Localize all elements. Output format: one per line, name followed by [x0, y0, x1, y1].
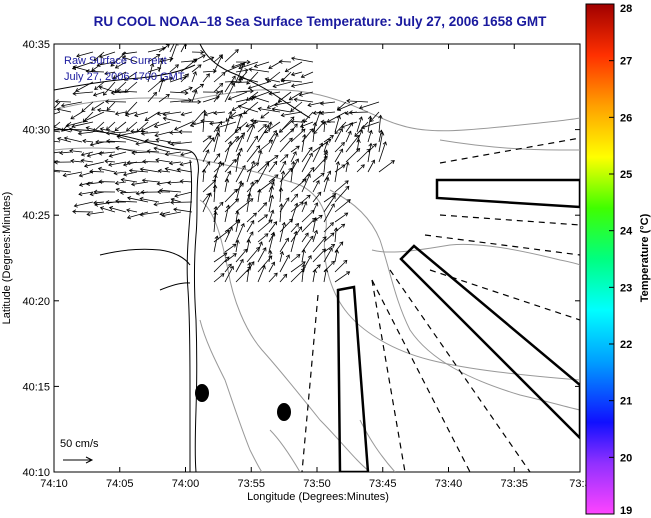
- y-tick-label: 40:20: [22, 296, 50, 308]
- survey-box-south: [336, 285, 370, 472]
- current-legend-date: July 27, 2006 1700 GMT: [64, 71, 185, 83]
- colorbar-tick-label: 22: [620, 339, 632, 351]
- x-tick-label: 73:3: [569, 478, 590, 490]
- survey-box-north: [435, 178, 580, 209]
- colorbar-tick-label: 26: [620, 112, 632, 124]
- y-tick-label: 40:30: [22, 125, 50, 137]
- y-tick-label: 40:15: [22, 381, 50, 393]
- y-tick-label: 40:25: [22, 210, 50, 222]
- scale-label: 50 cm/s: [60, 438, 99, 450]
- x-axis-ticks: 74:10 74:05 74:00 73:55 73:50 73:45 73:40 73:35…: [40, 44, 591, 490]
- x-axis-label: Longitude (Degrees:Minutes): [247, 491, 389, 503]
- colorbar-tick-label: 19: [620, 505, 632, 517]
- y-tick-label: 40:35: [22, 39, 50, 51]
- x-tick-label: 74:00: [172, 478, 200, 490]
- colorbar-tick-label: 24: [620, 226, 633, 238]
- colorbar-tick-label: 25: [620, 169, 632, 181]
- colorbar-tick-label: 21: [620, 396, 632, 408]
- colorbar-label: Temperature (°C): [639, 213, 651, 302]
- y-axis-label: Latitude (Degrees:Minutes): [1, 192, 13, 325]
- map-title: RU COOL NOAA–18 Sea Surface Temperature:…: [93, 14, 547, 29]
- y-axis-ticks: 40:35 40:30 40:25 40:20 40:15 40:10: [22, 39, 580, 479]
- x-tick-label: 73:45: [369, 478, 397, 490]
- colorbar-tick-label: 27: [620, 56, 632, 68]
- colorbar-tick-label: 23: [620, 282, 632, 294]
- colorbar-ticks: 28 27 26 25 24 23 22 21 20 19: [609, 3, 633, 517]
- x-tick-label: 73:55: [237, 478, 265, 490]
- x-tick-label: 73:35: [500, 478, 528, 490]
- survey-boxes: [336, 178, 580, 472]
- scale-arrow: [63, 456, 94, 464]
- y-tick-label: 40:10: [22, 467, 50, 479]
- current-legend-title: Raw Surface Current: [64, 55, 167, 67]
- survey-dashed-lines: [301, 137, 580, 472]
- surface-current-vectors: [54, 44, 395, 283]
- station-marker: [277, 403, 291, 421]
- colorbar-tick-label: 20: [620, 452, 632, 464]
- x-tick-label: 74:05: [106, 478, 134, 490]
- x-tick-label: 73:40: [435, 478, 463, 490]
- station-marker: [195, 384, 209, 402]
- x-tick-label: 74:10: [40, 478, 68, 490]
- survey-box-east: [399, 244, 580, 440]
- x-tick-label: 73:50: [303, 478, 331, 490]
- colorbar: [585, 3, 615, 515]
- colorbar-tick-label: 28: [620, 3, 632, 15]
